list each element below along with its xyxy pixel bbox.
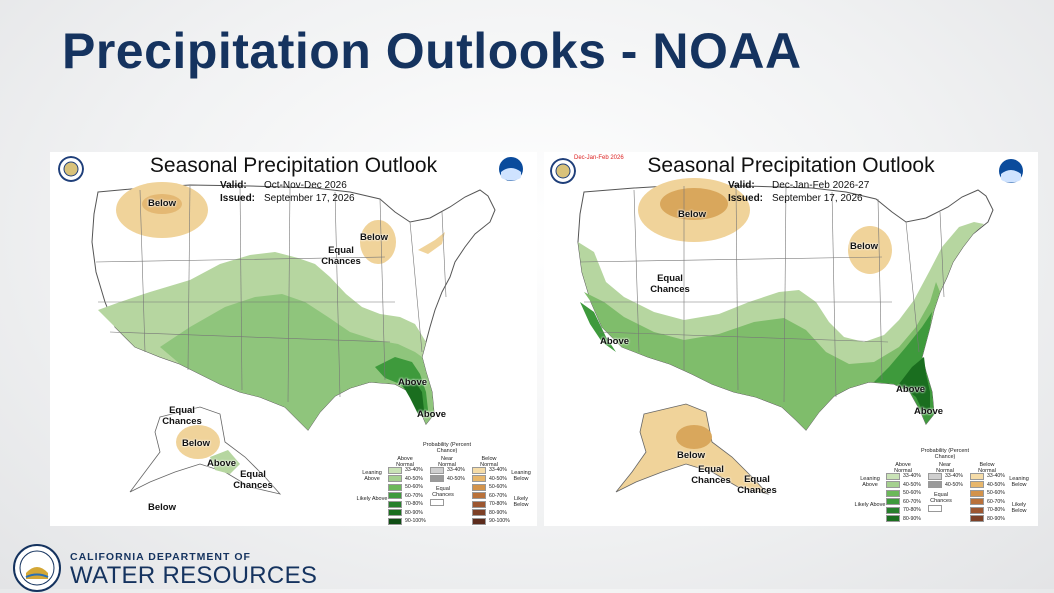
legend-above-column: 33-40% 40-50% 50-60% 60-70% 70-80% 80-90…: [886, 472, 921, 523]
outlook-map-djf: Dec-Jan-Feb 2026 Seasonal Precipitation …: [544, 152, 1038, 526]
label-below-north: Below: [678, 209, 706, 220]
label-aleutian-below: Below: [148, 502, 176, 513]
label-alaska-above: Above: [207, 458, 237, 469]
map-title: Seasonal Precipitation Outlook: [149, 154, 438, 177]
label-above-westcoast: Above: [600, 336, 630, 347]
label-above-southeast: Above: [398, 377, 428, 388]
probability-legend: Probability (Percent Chance) Above Norma…: [854, 448, 1029, 523]
org-name-line2: WATER RESOURCES: [70, 562, 318, 589]
label-alaska-below: Below: [677, 450, 705, 461]
above-normal-mid: [160, 294, 434, 430]
us-map-graphic: [577, 178, 994, 495]
org-name-line1: CALIFORNIA DEPARTMENT OF: [70, 551, 251, 563]
map-meta: Valid: Dec-Jan-Feb 2026-27 Issued: Septemb…: [728, 180, 870, 204]
label-below-greatlakes: Below: [360, 232, 388, 243]
doc-seal-icon: [550, 158, 576, 184]
above-normal-mid: [584, 282, 940, 430]
label-above-florida: Above: [417, 409, 447, 420]
us-map-graphic: [91, 182, 496, 495]
label-above-southeast: Above: [896, 384, 926, 395]
probability-legend: Probability (Percent Chance) Above Norma…: [356, 442, 531, 525]
legend-near-column: 33-40% 40-50% Equal Chances: [430, 466, 465, 507]
below-normal-northeast: [418, 232, 445, 254]
alaska-below: [176, 425, 220, 459]
map-title: Seasonal Precipitation Outlook: [647, 154, 935, 177]
label-alaska-equal: Equal Chances: [162, 405, 202, 427]
doc-seal-icon: [58, 156, 84, 182]
label-above-florida: Above: [914, 406, 944, 417]
slide-title: Precipitation Outlooks - NOAA: [62, 23, 802, 79]
legend-near-column: 33-40% 40-50% Equal Chances: [928, 472, 963, 513]
label-alaska-below: Below: [182, 438, 210, 449]
noaa-logo-icon: [999, 159, 1023, 183]
outlook-map-ond: Seasonal Precipitation Outlook Valid: Oct…: [50, 152, 537, 526]
label-southcoast-equal: Equal Chances: [233, 469, 273, 491]
label-below-north: Below: [148, 198, 176, 209]
dwr-seal-icon: [13, 544, 61, 592]
state-lines: [579, 185, 945, 403]
noaa-logo-icon: [499, 157, 523, 181]
map-meta: Valid: Oct-Nov-Dec 2026 Issued: September …: [220, 180, 355, 204]
legend-below-column: 33-40% 40-50% 50-60% 60-70% 70-80% 80-90…: [970, 472, 1005, 523]
below-normal-greatlakes: [360, 220, 396, 264]
above-normal-westcoast: [580, 302, 616, 352]
alaska-above: [210, 450, 240, 474]
label-equal-chances: Equal Chances: [321, 245, 361, 267]
label-southcoast-equal: Equal Chances: [737, 474, 777, 496]
label-below-greatlakes: Below: [850, 241, 878, 252]
below-normal-north-core: [142, 194, 182, 214]
above-normal-darkest: [899, 357, 930, 414]
alaska-below-core: [676, 425, 712, 449]
label-alaska-equal: Equal Chances: [691, 464, 731, 486]
below-normal-north-core: [660, 188, 728, 220]
valid-period: Dec-Jan-Feb 2026-27: [772, 180, 870, 191]
above-normal-darkest: [402, 380, 424, 414]
corner-period-tag: Dec-Jan-Feb 2026: [574, 155, 624, 161]
legend-above-column: 33-40% 40-50% 50-60% 60-70% 70-80% 80-90…: [388, 466, 426, 526]
issued-date: September 17, 2026: [264, 193, 355, 204]
state-lines: [95, 185, 447, 403]
valid-period: Oct-Nov-Dec 2026: [264, 180, 347, 191]
label-equal-chances: Equal Chances: [650, 273, 690, 295]
below-normal-greatlakes: [848, 226, 892, 274]
issued-date: September 17, 2026: [772, 193, 863, 204]
legend-below-column: 33-40% 40-50% 50-60% 60-70% 70-80% 80-90…: [472, 466, 510, 526]
